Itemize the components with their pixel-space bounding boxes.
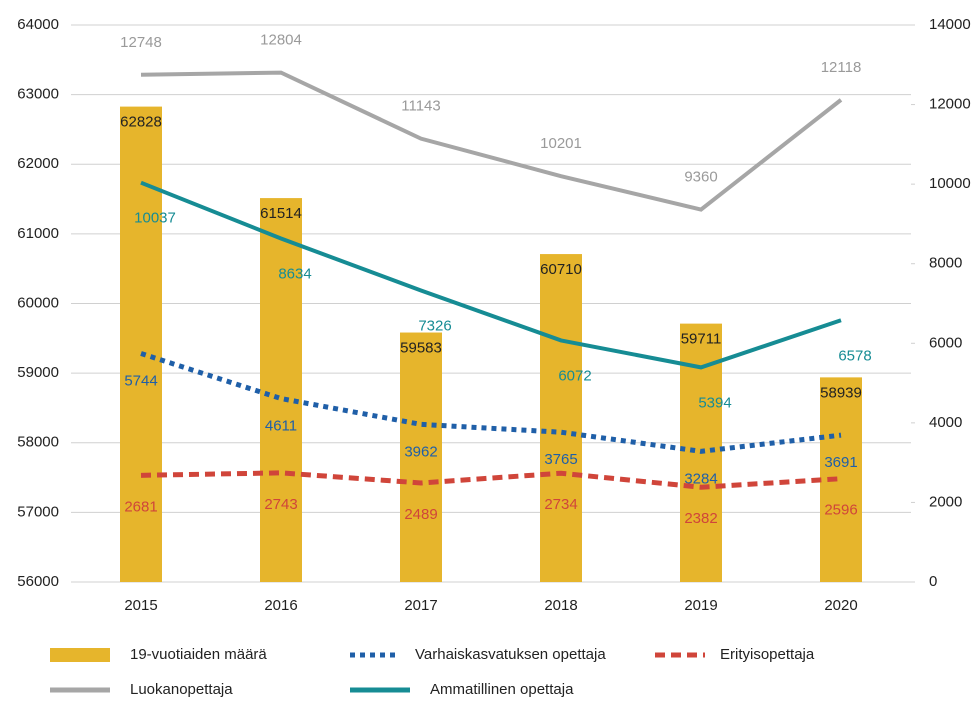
legend-label: Ammatillinen opettaja xyxy=(430,681,574,698)
line-value-label: 5744 xyxy=(124,372,157,389)
line-value-label: 11143 xyxy=(401,98,441,115)
bar-value-label: 59711 xyxy=(681,331,722,348)
line-value-label: 3691 xyxy=(824,454,857,471)
line-series xyxy=(140,470,842,490)
line-value-label: 10037 xyxy=(134,210,176,227)
bar-value-label: 62828 xyxy=(120,114,162,131)
y-tick-label: 61000 xyxy=(17,225,59,242)
y2-tick-label: 8000 xyxy=(929,255,962,272)
bar xyxy=(820,377,862,582)
y-tick-label: 58000 xyxy=(17,434,59,451)
line-value-label: 5394 xyxy=(698,394,731,411)
line-value-label: 10201 xyxy=(540,135,582,152)
line-value-label: 3962 xyxy=(404,443,437,460)
y-tick-label: 60000 xyxy=(17,294,59,311)
line-series xyxy=(140,351,842,454)
line-value-label: 3765 xyxy=(544,451,577,468)
legend-label: Erityisopettaja xyxy=(720,646,815,663)
y2-tick-label: 14000 xyxy=(929,16,971,33)
line-value-label: 2382 xyxy=(684,510,717,527)
line-value-label: 2743 xyxy=(264,496,297,513)
bar-value-label: 58939 xyxy=(820,384,862,401)
line-value-label: 2734 xyxy=(544,496,577,513)
line-value-label: 12118 xyxy=(821,59,862,76)
line-value-label: 12804 xyxy=(260,32,302,49)
legend-label: Varhaiskasvatuksen opettaja xyxy=(415,646,606,663)
line-value-label: 2489 xyxy=(404,506,437,523)
y-tick-label: 56000 xyxy=(17,573,59,590)
y-tick-label: 57000 xyxy=(17,503,59,520)
x-tick-label: 2018 xyxy=(544,597,577,614)
bar xyxy=(120,106,162,583)
x-tick-label: 2016 xyxy=(264,597,297,614)
line-value-label: 6072 xyxy=(558,367,591,384)
legend-swatch xyxy=(50,648,110,662)
y2-tick-label: 4000 xyxy=(929,414,962,431)
y2-tick-label: 10000 xyxy=(929,175,971,192)
x-tick-label: 2020 xyxy=(824,597,857,614)
line-value-label: 2596 xyxy=(824,502,857,519)
x-tick-label: 2017 xyxy=(404,597,437,614)
y-tick-label: 59000 xyxy=(17,364,59,381)
y-tick-label: 63000 xyxy=(17,86,59,103)
bar-value-label: 60710 xyxy=(540,261,582,278)
line-value-label: 9360 xyxy=(684,169,717,186)
bar-value-label: 61514 xyxy=(260,205,302,222)
line-value-label: 8634 xyxy=(278,265,311,282)
line-value-label: 7326 xyxy=(418,317,451,334)
line-value-label: 2681 xyxy=(124,498,157,515)
y2-tick-label: 6000 xyxy=(929,334,962,351)
y2-tick-label: 2000 xyxy=(929,493,962,510)
bar xyxy=(400,332,442,582)
line-series xyxy=(140,180,842,370)
bar xyxy=(540,254,582,582)
y2-tick-label: 12000 xyxy=(929,96,971,113)
line-value-label: 4611 xyxy=(265,418,297,435)
line-value-label: 6578 xyxy=(838,347,871,364)
bar xyxy=(260,198,302,582)
line-value-label: 3284 xyxy=(684,470,717,487)
legend-label: 19-vuotiaiden määrä xyxy=(130,646,267,663)
line-series xyxy=(140,70,843,212)
y-tick-label: 64000 xyxy=(17,16,59,33)
y2-tick-label: 0 xyxy=(929,573,937,590)
y-tick-label: 62000 xyxy=(17,155,59,172)
x-tick-label: 2015 xyxy=(124,597,157,614)
bar-value-label: 59583 xyxy=(400,340,442,357)
legend-label: Luokanopettaja xyxy=(130,681,233,698)
x-tick-label: 2019 xyxy=(684,597,717,614)
line-value-label: 12748 xyxy=(120,34,162,51)
